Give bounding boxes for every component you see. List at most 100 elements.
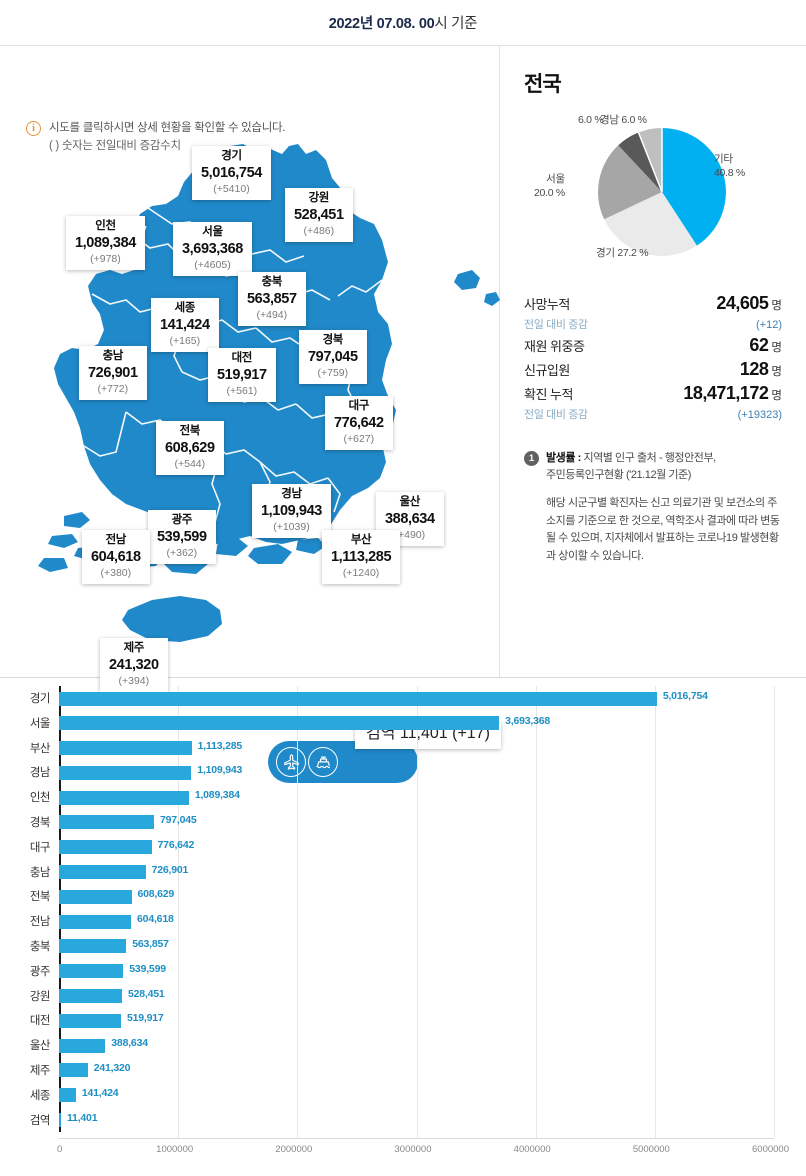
bar[interactable]: [59, 914, 132, 929]
bar-row[interactable]: 검역 11,401: [0, 1108, 806, 1133]
map-callout-gyeongbuk[interactable]: 경북 797,045 (+759): [299, 330, 367, 385]
region-name: 전남: [105, 534, 127, 546]
bar[interactable]: [59, 1063, 88, 1078]
region-delta: (+486): [303, 224, 335, 237]
bar[interactable]: [59, 865, 146, 880]
region-value: 1,089,384: [75, 234, 136, 251]
bar-row[interactable]: 대구 776,642: [0, 835, 806, 860]
map-callout-daegu[interactable]: 대구 776,642 (+627): [325, 396, 393, 451]
bar[interactable]: [59, 1038, 106, 1053]
bar[interactable]: [59, 765, 192, 780]
bar-row[interactable]: 세종 141,424: [0, 1083, 806, 1108]
bar[interactable]: [59, 1088, 76, 1103]
region-value: 1,109,943: [261, 502, 322, 519]
bar-row[interactable]: 전남 604,618: [0, 909, 806, 934]
info-circle-icon: i: [26, 121, 41, 136]
bar[interactable]: [59, 840, 152, 855]
bar-category-label: 전북: [29, 891, 51, 904]
footnote-number-badge: 1: [524, 451, 539, 466]
map-callout-gyeongnam[interactable]: 경남 1,109,943 (+1039): [252, 484, 331, 539]
bar-row[interactable]: 대전 519,917: [0, 1008, 806, 1033]
map-callout-gangwon[interactable]: 강원 528,451 (+486): [285, 188, 353, 243]
bar-category-label: 전남: [29, 916, 51, 929]
bar-row[interactable]: 경북 797,045: [0, 810, 806, 835]
region-bar-chart: 경기 5,016,754 서울 3,693,368 부산 1,113,285 경남 1,109…: [0, 678, 806, 1175]
map-pane: i 시도를 클릭하시면 상세 현황을 확인할 수 있습니다. ( ) 숫자는 전…: [0, 46, 501, 783]
map-callout-busan[interactable]: 부산 1,113,285 (+1240): [322, 530, 401, 585]
bar-row[interactable]: 강원 528,451: [0, 984, 806, 1009]
bar-row[interactable]: 부산 1,113,285: [0, 736, 806, 761]
region-name: 부산: [350, 534, 372, 546]
map-callout-incheon[interactable]: 인천 1,089,384 (+978): [66, 216, 145, 271]
bar-category-label: 광주: [29, 965, 51, 978]
bar[interactable]: [59, 815, 154, 830]
chart-gridline: [535, 686, 537, 1139]
bar[interactable]: [59, 939, 127, 954]
bar-row[interactable]: 울산 388,634: [0, 1033, 806, 1058]
bar-row[interactable]: 충북 563,857: [0, 934, 806, 959]
bar-row[interactable]: 인천 1,089,384: [0, 785, 806, 810]
bar-row[interactable]: 경기 5,016,754: [0, 686, 806, 711]
map-islands-s4: [248, 544, 292, 564]
map-callout-daejeon[interactable]: 대전 519,917 (+561): [208, 348, 276, 403]
map-callout-chungbuk[interactable]: 충북 563,857 (+494): [238, 272, 306, 327]
chart-gridline: [178, 686, 180, 1139]
bar-row[interactable]: 전북 608,629: [0, 884, 806, 909]
map-callout-gwangju[interactable]: 광주 539,599 (+362): [148, 510, 216, 565]
pie-label-gyeonggi: 경기 27.2 %: [596, 246, 649, 260]
bar[interactable]: [59, 989, 122, 1004]
chart-x-tick: 3000000: [394, 1144, 432, 1156]
region-delta: (+1039): [273, 520, 310, 533]
stat-label: 사망누적: [524, 297, 570, 312]
bar-row[interactable]: 광주 539,599: [0, 959, 806, 984]
map-callout-seoul[interactable]: 서울 3,693,368 (+4605): [173, 222, 252, 277]
pie-label-small: 6.0 %: [578, 113, 604, 127]
bar[interactable]: [59, 716, 500, 731]
bar[interactable]: [59, 1013, 121, 1028]
korea-map-svg[interactable]: [30, 144, 500, 678]
region-delta: (+394): [118, 674, 150, 687]
summary-title: 전국: [524, 73, 562, 96]
bar-value-label: 563,857: [132, 937, 169, 950]
map-callout-sejong[interactable]: 세종 141,424 (+165): [151, 298, 219, 353]
bar-row[interactable]: 서울 3,693,368: [0, 711, 806, 736]
stat-unit: 명: [771, 300, 782, 312]
map-callout-ulsan[interactable]: 울산 388,634 (+490): [376, 492, 444, 547]
map-callout-jeonnam[interactable]: 전남 604,618 (+380): [82, 530, 150, 585]
map-callout-jeonbuk[interactable]: 전북 608,629 (+544): [156, 421, 224, 476]
notice-line-2: ( ) 숫자는 전일대비 증감수치: [49, 139, 181, 152]
region-value: 608,629: [165, 439, 215, 456]
map-islands-s3: [216, 538, 248, 556]
bar-row[interactable]: 제주 241,320: [0, 1058, 806, 1083]
region-value: 604,618: [91, 548, 141, 565]
region-delta: (+978): [90, 252, 121, 265]
bar-row[interactable]: 충남 726,901: [0, 860, 806, 885]
chart-x-axis: [59, 1138, 774, 1140]
stat-value: 62: [749, 335, 769, 355]
chart-x-tick: 1000000: [156, 1144, 194, 1156]
pie-label-gyeongnam: 경남 6.0 %: [600, 113, 647, 127]
bar[interactable]: [59, 741, 192, 756]
chart-x-tick: 2000000: [275, 1144, 313, 1156]
chart-x-tick: 6000000: [752, 1144, 789, 1156]
footnote: 1 발생률 : 지역별 인구 출처 - 행정안전부, 주민등록인구현황 ('21…: [524, 450, 782, 565]
chart-gridline: [774, 686, 775, 1139]
bar[interactable]: [59, 790, 189, 805]
bar[interactable]: [59, 691, 657, 706]
map-callout-jeju[interactable]: 제주 241,320 (+394): [100, 638, 168, 693]
chart-gridline: [297, 686, 299, 1139]
region-name: 울산: [399, 496, 421, 508]
stat-value: 128: [739, 359, 769, 379]
pie-label-gyeonggi-text: 경기 27.2 %: [596, 247, 649, 259]
bar-row[interactable]: 경남 1,109,943: [0, 760, 806, 785]
bar-value-label: 5,016,754: [662, 690, 708, 702]
map-callout-chungnam[interactable]: 충남 726,901 (+772): [79, 346, 147, 401]
bar[interactable]: [59, 964, 124, 979]
chart-gridline: [416, 686, 418, 1139]
bar-value-label: 797,045: [159, 813, 197, 826]
bar[interactable]: [59, 889, 132, 904]
map-callout-gyeonggi[interactable]: 경기 5,016,754 (+5410): [192, 146, 271, 201]
pie-chart: 기타 40.8 % 경기 27.2 % 서울 20.0 % 6.0 % 경남 6…: [524, 104, 782, 274]
bar[interactable]: [59, 1113, 61, 1128]
korea-map[interactable]: 경기 5,016,754 (+5410) 강원 528,451 (+486) 인…: [0, 144, 527, 783]
